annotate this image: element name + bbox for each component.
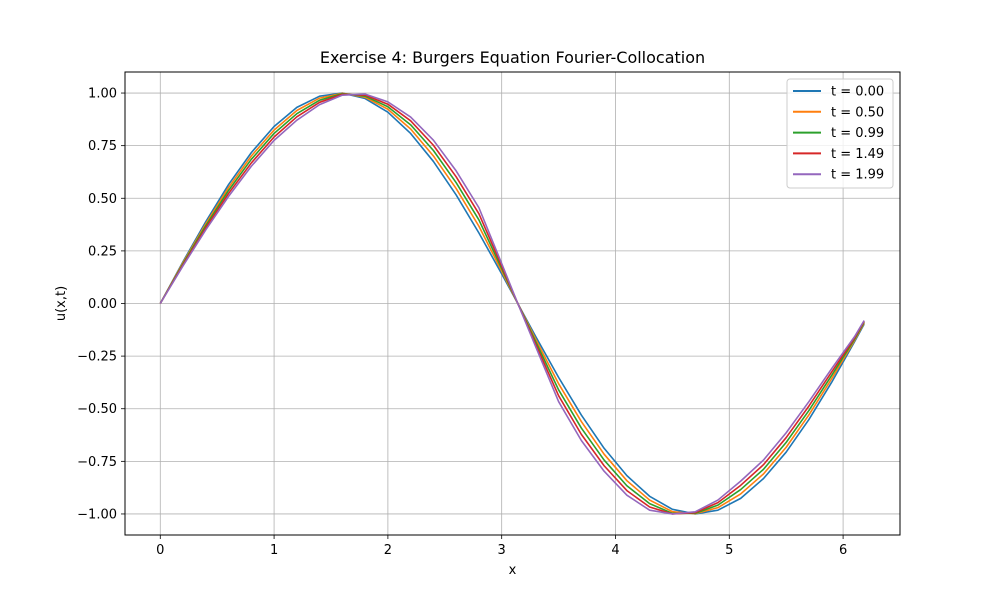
legend-label: t = 0.50 <box>831 105 884 120</box>
y-axis-ticks: 1.00 0.75 0.50 0.25 0.00 −0.25 −0.50 −0.75 −1.00 <box>77 87 125 522</box>
y-tick-label: 0.25 <box>88 244 117 259</box>
x-tick-label: 5 <box>725 543 733 558</box>
y-tick-label: −0.50 <box>77 402 117 417</box>
legend-label: t = 1.49 <box>831 147 884 162</box>
x-tick-label: 3 <box>498 543 506 558</box>
x-axis-ticks: 0 1 2 3 4 5 6 <box>156 535 847 558</box>
y-tick-label: −0.25 <box>77 350 117 365</box>
legend-label: t = 1.99 <box>831 168 884 183</box>
chart-title: Exercise 4: Burgers Equation Fourier-Col… <box>320 48 705 67</box>
x-tick-label: 2 <box>384 543 392 558</box>
y-tick-label: 0.75 <box>88 139 117 154</box>
x-tick-label: 4 <box>611 543 619 558</box>
legend-box <box>786 78 894 189</box>
y-axis-label: u(x,t) <box>54 286 69 321</box>
y-tick-label: −0.75 <box>77 455 117 470</box>
x-axis-label: x <box>509 563 517 578</box>
legend: t = 0.00 t = 0.50 t = 0.99 t = 1.49 t = 1.99 <box>786 78 894 189</box>
grid-lines <box>125 72 900 535</box>
y-tick-label: −1.00 <box>77 507 117 522</box>
x-tick-label: 6 <box>839 543 847 558</box>
plot-series <box>159 92 865 515</box>
series-line <box>159 93 865 515</box>
legend-label: t = 0.00 <box>831 85 884 100</box>
y-tick-label: 1.00 <box>88 87 117 102</box>
x-tick-label: 1 <box>270 543 278 558</box>
y-tick-label: 0.50 <box>88 192 117 207</box>
y-tick-label: 0.00 <box>88 297 117 312</box>
x-tick-label: 0 <box>156 543 164 558</box>
legend-label: t = 0.99 <box>831 126 884 141</box>
